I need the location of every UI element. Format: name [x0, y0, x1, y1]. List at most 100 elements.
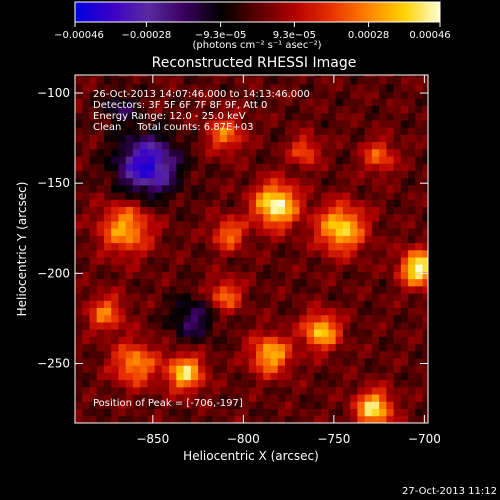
heatmap-cell [379, 372, 387, 381]
heatmap-cell [169, 213, 177, 222]
heatmap-cell [169, 408, 177, 417]
colorbar-ticks: −0.00046 −0.00028 −9.3e−05 9.3e−05 0.00028 0.… [54, 22, 451, 41]
heatmap-cell [205, 242, 213, 251]
heatmap-cell [342, 98, 351, 107]
heatmap-cell [350, 192, 358, 200]
heatmap-cell [306, 408, 315, 417]
heatmap-cell [256, 394, 264, 402]
heatmap-cell [263, 170, 271, 179]
heatmap-cell [103, 408, 112, 417]
heatmap-cell [161, 350, 170, 359]
heatmap-cell [96, 228, 105, 236]
heatmap-cell [284, 98, 293, 107]
heatmap-cell [328, 343, 337, 352]
heatmap-cell [103, 350, 112, 359]
heatmap-cell [169, 257, 177, 265]
heatmap-cell [176, 242, 185, 251]
heatmap-cell [263, 105, 271, 114]
colorbar-tick-label: 0.00028 [348, 30, 389, 41]
heatmap-cell [219, 206, 228, 215]
heatmap-cell [277, 278, 286, 287]
heatmap-cell [241, 401, 250, 409]
heatmap-cell [154, 148, 163, 157]
heatmap-cell [103, 105, 112, 114]
heatmap-cell [75, 75, 83, 78]
heatmap-cell [379, 75, 387, 78]
heatmap-cell [118, 228, 127, 236]
heatmap-cell [161, 242, 170, 251]
heatmap-cell [89, 184, 98, 193]
heatmap-cell [161, 336, 170, 345]
heatmap-cell [219, 228, 228, 236]
heatmap-cell [241, 307, 250, 316]
heatmap-cell [82, 112, 90, 121]
heatmap-cell [241, 271, 250, 280]
heatmap-cell [350, 221, 358, 229]
heatmap-cell [284, 170, 293, 179]
heatmap-cell [169, 394, 177, 402]
heatmap-cell [241, 386, 250, 395]
heatmap-cell [140, 394, 148, 402]
heatmap-cell [241, 228, 250, 236]
heatmap-cell [205, 343, 213, 352]
heatmap-cell [227, 314, 235, 323]
heatmap-cell [364, 242, 373, 251]
heatmap-cell [132, 127, 141, 135]
heatmap-cell [183, 264, 192, 272]
heatmap-cell [408, 285, 416, 294]
heatmap-cell [415, 84, 423, 92]
heatmap-cell [379, 199, 387, 208]
heatmap-cell [335, 242, 344, 251]
heatmap-cell [277, 141, 286, 150]
heatmap-cell [321, 264, 329, 272]
heatmap-cell [89, 75, 98, 78]
heatmap-cell [400, 127, 409, 135]
heatmap-cell [386, 184, 394, 193]
heatmap-cell [190, 285, 199, 294]
heatmap-cell [103, 329, 112, 337]
heatmap-cell [190, 372, 199, 381]
heatmap-cell [75, 365, 83, 373]
heatmap-cell [299, 192, 308, 200]
heatmap-cell [219, 156, 228, 164]
heatmap-cell [306, 170, 315, 179]
heatmap-cell [408, 365, 416, 373]
heatmap-cell [386, 329, 394, 337]
heatmap-cell [190, 329, 199, 337]
heatmap-cell [118, 343, 127, 352]
heatmap-cell [205, 112, 213, 121]
heatmap-cell [234, 206, 242, 215]
heatmap-cell [125, 336, 134, 345]
heatmap-cell [227, 120, 235, 128]
heatmap-cell [371, 235, 380, 244]
heatmap-cell [422, 293, 428, 301]
heatmap-cell [241, 343, 250, 352]
heatmap-cell [415, 192, 423, 200]
heatmap-cell [350, 228, 358, 236]
heatmap-cell [321, 141, 329, 150]
heatmap-cell [75, 206, 83, 215]
heatmap-cell [342, 221, 351, 229]
heatmap-cell [111, 386, 119, 395]
heatmap-cell [198, 141, 206, 150]
heatmap-cell [234, 192, 242, 200]
heatmap-cell [154, 170, 163, 179]
heatmap-cell [400, 278, 409, 287]
heatmap-cell [212, 84, 221, 92]
heatmap-cell [263, 213, 271, 222]
heatmap-cell [248, 84, 257, 92]
heatmap-cell [161, 120, 170, 128]
heatmap-cell [125, 98, 134, 107]
heatmap-cell [284, 394, 293, 402]
heatmap-cell [335, 285, 344, 294]
heatmap-cell [350, 415, 358, 423]
heatmap-cell [248, 192, 257, 200]
heatmap-cell [147, 379, 156, 388]
heatmap-cell [176, 372, 185, 381]
heatmap-cell [89, 307, 98, 316]
heatmap-cell [422, 314, 428, 323]
heatmap-cell [350, 285, 358, 294]
heatmap-cell [205, 257, 213, 265]
heatmap-cell [422, 84, 428, 92]
heatmap-cell [357, 322, 366, 330]
